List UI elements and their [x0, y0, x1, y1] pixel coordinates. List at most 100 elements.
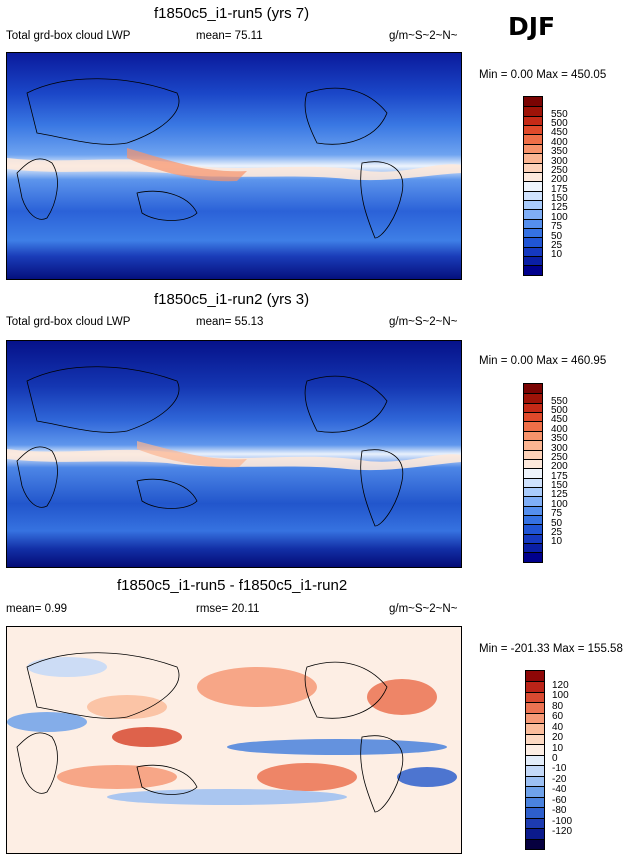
colorbar-swatch [526, 754, 544, 766]
colorbar-tick-label: 200 [551, 461, 568, 473]
colorbar-swatch [524, 477, 542, 487]
colorbar-swatch [524, 393, 542, 403]
colorbar-swatch [524, 237, 542, 247]
colorbar-swatch [526, 828, 544, 839]
colorbar-tick-label: -40 [552, 784, 567, 796]
colorbar-tick-label: 450 [551, 414, 568, 426]
colorbar-swatch [526, 817, 544, 829]
panel1-mean-label: mean= 75.11 [196, 30, 263, 42]
colorbar-swatch [524, 468, 542, 478]
colorbar-tick-label: 175 [551, 470, 568, 482]
colorbar-tick-label: 500 [551, 405, 568, 417]
colorbar-tick-label: 400 [551, 136, 568, 148]
colorbar-tick-label: 400 [551, 423, 568, 435]
colorbar-swatch [524, 265, 542, 275]
colorbar-tick-label: 500 [551, 118, 568, 130]
colorbar-tick-label: 450 [551, 127, 568, 139]
panel1-variable-label: Total grd-box cloud LWP [6, 30, 131, 42]
colorbar-swatch [524, 246, 542, 257]
panel1-map [6, 52, 462, 280]
colorbar-tick-label: 25 [551, 239, 563, 251]
colorbar-tick-label: 40 [552, 721, 564, 733]
panel2-title: f1850c5_i1-run2 (yrs 3) [154, 291, 310, 308]
colorbar-swatch [526, 691, 544, 703]
colorbar-tick-label: 250 [551, 451, 568, 463]
panel2-variable-label: Total grd-box cloud LWP [6, 316, 131, 328]
colorbar-tick-label: 25 [551, 526, 563, 538]
colorbar-swatch [524, 181, 542, 191]
colorbar-swatch [524, 552, 542, 562]
colorbar-swatch [526, 681, 544, 692]
colorbar-tick-label: -20 [552, 773, 567, 785]
colorbar-tick-label: 80 [552, 700, 564, 712]
colorbar-swatch [524, 190, 542, 200]
colorbar-tick-label: -10 [552, 763, 567, 775]
panel3-title: f1850c5_i1-run5 - f1850c5_i1-run2 [117, 577, 348, 594]
panel3-minmax-label: Min = -201.33 Max = 155.58 [479, 643, 623, 655]
colorbar-swatch [526, 712, 544, 724]
colorbar-swatch [524, 106, 542, 116]
panel2-minmax-label: Min = 0.00 Max = 460.95 [479, 355, 607, 367]
colorbar-swatch [526, 702, 544, 713]
panel3-rmse-label: rmse= 20.11 [196, 603, 260, 615]
colorbar-swatch [526, 786, 544, 797]
colorbar-swatch [524, 402, 542, 413]
panel2-map [6, 340, 462, 568]
panel2-units-label: g/m~S~2~N~ [389, 316, 458, 328]
colorbar-swatch [524, 496, 542, 506]
colorbar-swatch [524, 209, 542, 219]
colorbar-swatch [524, 218, 542, 229]
colorbar-tick-label: 150 [551, 193, 568, 205]
colorbar-swatch [526, 838, 544, 849]
colorbar-swatch [524, 515, 542, 525]
colorbar-tick-label: -120 [552, 826, 573, 838]
panel1-colorbar-ticks: 550 500 450 400 350 300 250 200 175 150 125 100 75 50… [551, 96, 601, 274]
colorbar-swatch [524, 228, 542, 238]
colorbar-tick-label: -100 [552, 815, 573, 827]
colorbar-tick-label: -80 [552, 805, 567, 817]
colorbar-swatch [524, 199, 542, 210]
colorbar-tick-label: 300 [551, 442, 568, 454]
colorbar-tick-label: 60 [552, 711, 564, 723]
colorbar-tick-label: 125 [551, 489, 568, 501]
colorbar-swatch [524, 458, 542, 469]
colorbar-swatch [524, 143, 542, 154]
season-label: DJF [508, 12, 556, 41]
colorbar-swatch [524, 430, 542, 441]
panel2-colorbar [523, 383, 543, 563]
colorbar-tick-label: 200 [551, 174, 568, 186]
panel3-map [6, 626, 462, 854]
colorbar-tick-label: 550 [551, 395, 568, 407]
panel2-map-svg [7, 341, 461, 567]
panel3-map-svg [7, 627, 461, 853]
colorbar-swatch [524, 421, 542, 431]
colorbar-swatch [524, 486, 542, 497]
colorbar-swatch [524, 125, 542, 135]
colorbar-swatch [524, 533, 542, 544]
panel3-mean-label: mean= 0.99 [6, 603, 68, 615]
colorbar-swatch [524, 97, 542, 107]
colorbar-swatch [524, 543, 542, 553]
colorbar-tick-label: 100 [552, 690, 569, 702]
colorbar-swatch [524, 162, 542, 172]
colorbar-swatch [524, 505, 542, 516]
colorbar-swatch [526, 807, 544, 818]
panel3-colorbar-ticks: 120 100 80 60 40 20 10 0 -10 -20 -40 -60 -80 -100 -120 [552, 670, 602, 848]
colorbar-swatch [524, 524, 542, 534]
panel1-title: f1850c5_i1-run5 (yrs 7) [154, 5, 310, 22]
colorbar-tick-label: 0 [552, 753, 558, 764]
colorbar-swatch [526, 723, 544, 734]
colorbar-tick-label: 10 [551, 249, 563, 261]
colorbar-swatch [524, 412, 542, 422]
colorbar-tick-label: 75 [551, 221, 563, 233]
colorbar-swatch [524, 449, 542, 459]
panel1-units-label: g/m~S~2~N~ [389, 30, 458, 42]
colorbar-tick-label: 150 [551, 480, 568, 492]
colorbar-tick-label: 10 [551, 536, 563, 548]
colorbar-tick-label: 10 [552, 742, 564, 754]
colorbar-swatch [524, 384, 542, 394]
colorbar-swatch [524, 440, 542, 450]
colorbar-tick-label: 300 [551, 155, 568, 167]
panel3-units-label: g/m~S~2~N~ [389, 603, 458, 615]
colorbar-swatch [524, 256, 542, 266]
